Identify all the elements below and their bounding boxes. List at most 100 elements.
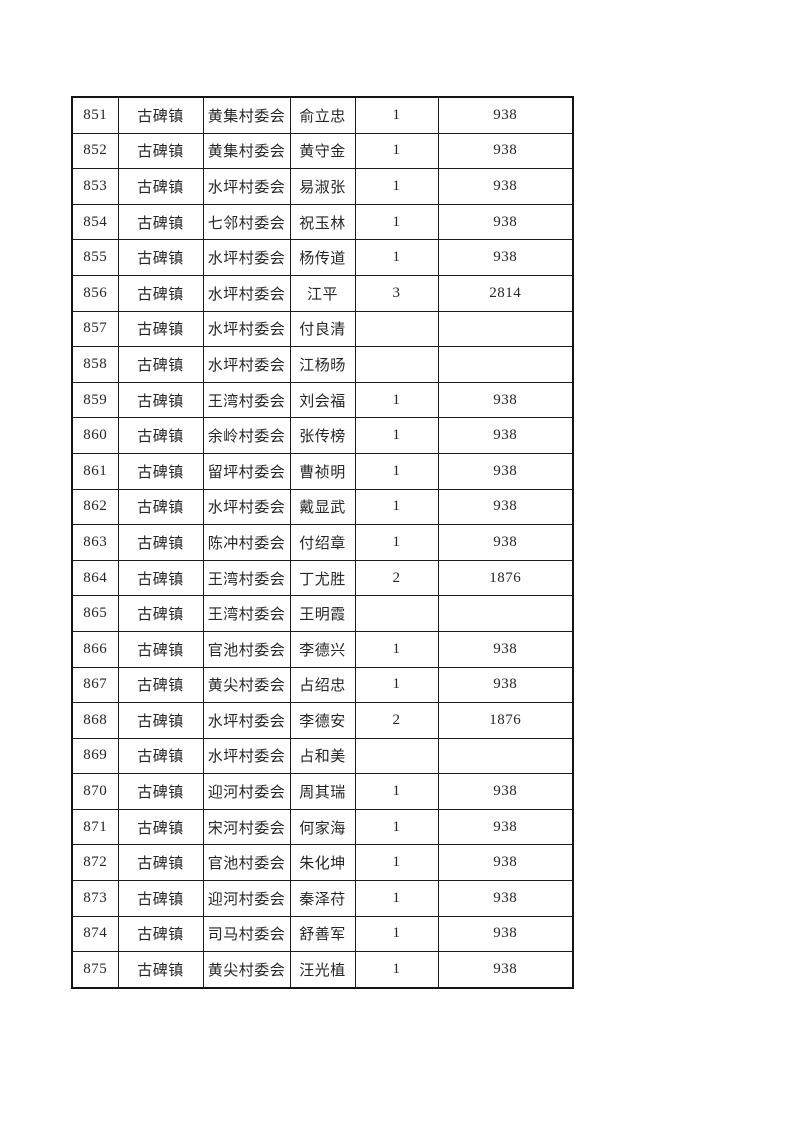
cell-count: 1 [354,132,439,170]
table-row: 857 古碑镇 水坪村委会 付良清 [71,310,574,348]
cell-person-name: 李德安 [289,702,356,739]
cell-serial-number: 851 [71,96,119,134]
cell-person-name: 付绍章 [289,524,356,561]
table-row: 863 古碑镇 陈冲村委会 付绍章 1 938 [71,524,574,561]
cell-amount: 938 [437,880,574,917]
cell-town: 古碑镇 [117,808,204,846]
record-table-body: 851 古碑镇 黄集村委会 俞立忠 1 938 852 古碑镇 黄集村委会 黄守金 1 938 853 古… [71,96,574,989]
cell-person-name: 秦泽苻 [289,880,356,917]
cell-serial-number: 870 [71,773,119,810]
cell-town: 古碑镇 [117,951,204,989]
table-row: 855 古碑镇 水坪村委会 杨传道 1 938 [71,239,574,276]
cell-town: 古碑镇 [117,559,204,597]
cell-village-committee: 宋河村委会 [202,808,291,846]
cell-amount: 938 [437,168,574,205]
cell-village-committee: 余岭村委会 [202,417,291,454]
cell-serial-number: 853 [71,168,119,205]
table-row: 871 古碑镇 宋河村委会 何家海 1 938 [71,808,574,846]
table-row: 869 古碑镇 水坪村委会 占和美 [71,737,574,775]
cell-serial-number: 858 [71,346,119,383]
cell-count: 3 [354,274,439,312]
cell-person-name: 江平 [289,274,356,312]
cell-amount [437,310,574,348]
cell-count [354,595,439,632]
cell-person-name: 占绍忠 [289,666,356,704]
table-row: 861 古碑镇 留坪村委会 曹祯明 1 938 [71,452,574,490]
cell-town: 古碑镇 [117,844,204,882]
table-row: 859 古碑镇 王湾村委会 刘会福 1 938 [71,381,574,419]
cell-amount: 938 [437,630,574,668]
cell-person-name: 曹祯明 [289,452,356,490]
cell-person-name: 何家海 [289,808,356,846]
cell-serial-number: 872 [71,844,119,882]
cell-serial-number: 861 [71,452,119,490]
cell-town: 古碑镇 [117,880,204,917]
cell-person-name: 张传榜 [289,417,356,454]
cell-village-committee: 黄集村委会 [202,96,291,134]
table-row: 862 古碑镇 水坪村委会 戴显武 1 938 [71,488,574,526]
cell-person-name: 易淑张 [289,168,356,205]
cell-village-committee: 留坪村委会 [202,452,291,490]
cell-town: 古碑镇 [117,274,204,312]
cell-village-committee: 水坪村委会 [202,488,291,526]
cell-amount: 938 [437,773,574,810]
cell-amount: 1876 [437,559,574,597]
cell-serial-number: 854 [71,203,119,241]
table-row: 870 古碑镇 迎河村委会 周其瑞 1 938 [71,773,574,810]
cell-serial-number: 860 [71,417,119,454]
cell-town: 古碑镇 [117,239,204,276]
cell-amount: 938 [437,203,574,241]
cell-town: 古碑镇 [117,666,204,704]
cell-amount: 938 [437,417,574,454]
cell-serial-number: 857 [71,310,119,348]
cell-village-committee: 陈冲村委会 [202,524,291,561]
cell-person-name: 祝玉林 [289,203,356,241]
cell-town: 古碑镇 [117,203,204,241]
table-row: 858 古碑镇 水坪村委会 江杨旸 [71,346,574,383]
cell-town: 古碑镇 [117,417,204,454]
cell-serial-number: 866 [71,630,119,668]
table-row: 872 古碑镇 官池村委会 朱化坤 1 938 [71,844,574,882]
cell-count: 1 [354,381,439,419]
cell-count: 1 [354,773,439,810]
cell-village-committee: 迎河村委会 [202,773,291,810]
cell-amount: 938 [437,239,574,276]
cell-count: 1 [354,630,439,668]
cell-count: 1 [354,844,439,882]
table-row: 868 古碑镇 水坪村委会 李德安 2 1876 [71,702,574,739]
cell-village-committee: 水坪村委会 [202,737,291,775]
cell-town: 古碑镇 [117,488,204,526]
cell-serial-number: 875 [71,951,119,989]
cell-amount [437,737,574,775]
cell-amount: 938 [437,96,574,134]
cell-serial-number: 867 [71,666,119,704]
cell-person-name: 戴显武 [289,488,356,526]
table-row: 860 古碑镇 余岭村委会 张传榜 1 938 [71,417,574,454]
cell-person-name: 李德兴 [289,630,356,668]
record-table: 851 古碑镇 黄集村委会 俞立忠 1 938 852 古碑镇 黄集村委会 黄守金 1 938 853 古… [71,96,574,989]
table-row: 873 古碑镇 迎河村委会 秦泽苻 1 938 [71,880,574,917]
cell-count: 1 [354,203,439,241]
table-row: 856 古碑镇 水坪村委会 江平 3 2814 [71,274,574,312]
cell-village-committee: 王湾村委会 [202,381,291,419]
cell-town: 古碑镇 [117,310,204,348]
document-page: 851 古碑镇 黄集村委会 俞立忠 1 938 852 古碑镇 黄集村委会 黄守金 1 938 853 古… [71,96,574,989]
cell-town: 古碑镇 [117,168,204,205]
cell-amount [437,595,574,632]
cell-count: 1 [354,452,439,490]
cell-amount: 938 [437,915,574,953]
cell-serial-number: 874 [71,915,119,953]
cell-town: 古碑镇 [117,630,204,668]
cell-person-name: 朱化坤 [289,844,356,882]
cell-town: 古碑镇 [117,773,204,810]
cell-person-name: 丁尤胜 [289,559,356,597]
cell-amount: 938 [437,132,574,170]
cell-person-name: 占和美 [289,737,356,775]
cell-town: 古碑镇 [117,132,204,170]
cell-count: 1 [354,951,439,989]
cell-village-committee: 七邻村委会 [202,203,291,241]
cell-village-committee: 水坪村委会 [202,274,291,312]
cell-serial-number: 852 [71,132,119,170]
cell-town: 古碑镇 [117,524,204,561]
cell-serial-number: 868 [71,702,119,739]
